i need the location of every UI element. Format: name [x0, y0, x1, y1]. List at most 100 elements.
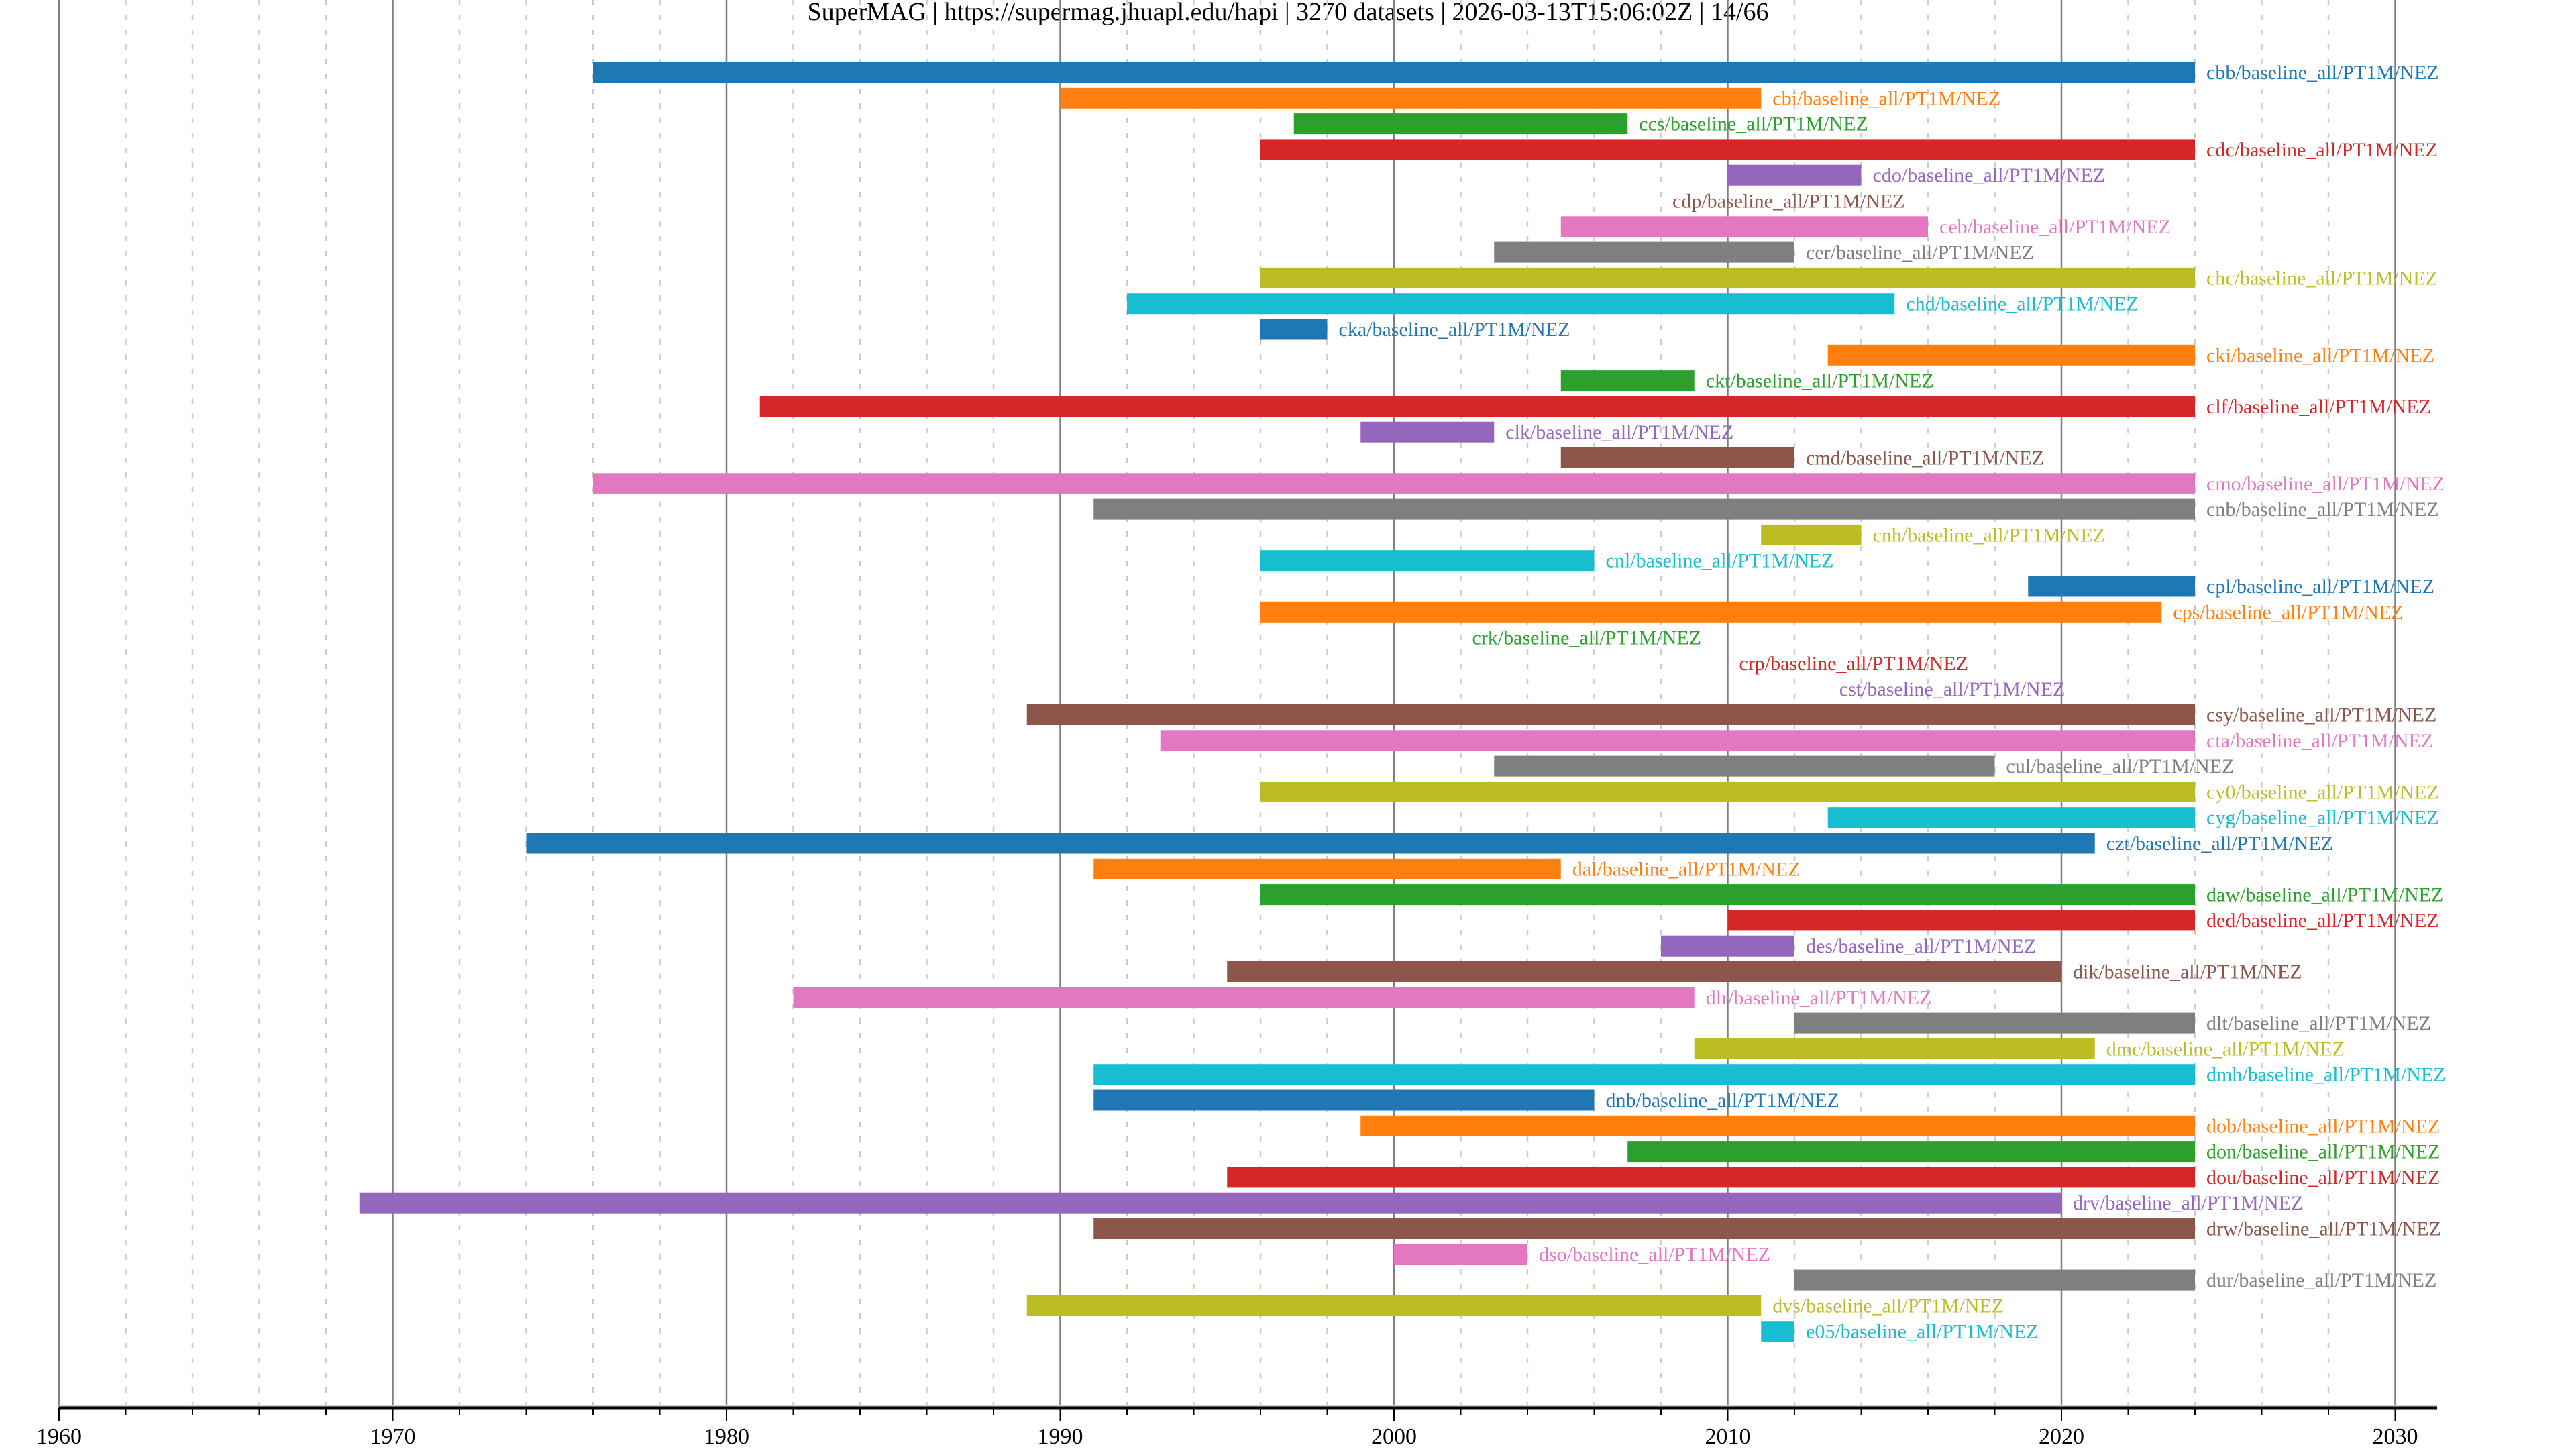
timeline-bar — [593, 473, 2195, 494]
timeline-bar — [1260, 139, 2195, 160]
bar-label: crk/baseline_all/PT1M/NEZ — [1472, 627, 1702, 649]
timeline-bar — [1394, 1244, 1527, 1265]
timeline-bar — [2028, 576, 2195, 597]
timeline-bar — [1260, 267, 2195, 288]
bar-label: des/baseline_all/PT1M/NEZ — [1806, 935, 2036, 957]
bar-label: cps/baseline_all/PT1M/NEZ — [2173, 601, 2403, 623]
axis-shadow — [59, 1405, 2437, 1407]
timeline-bar — [1494, 241, 1794, 263]
bar-label: ckt/baseline_all/PT1M/NEZ — [1706, 370, 1934, 392]
timeline-bar — [1093, 1218, 2195, 1239]
timeline-bar — [1093, 1064, 2195, 1085]
bar-label: cnb/baseline_all/PT1M/NEZ — [2206, 498, 2439, 521]
x-tick-label: 2010 — [1705, 1424, 1751, 1449]
bar-label: cbb/baseline_all/PT1M/NEZ — [2206, 62, 2439, 84]
timeline-bar — [1360, 1115, 2195, 1136]
timeline-bar — [1260, 781, 2195, 802]
bar-label: dnb/baseline_all/PT1M/NEZ — [1606, 1089, 1839, 1112]
timeline-bar — [1494, 755, 1995, 777]
bar-label: dvs/baseline_all/PT1M/NEZ — [1772, 1295, 2004, 1317]
bar-label: dal/baseline_all/PT1M/NEZ — [1572, 858, 1801, 880]
bar-label: dur/baseline_all/PT1M/NEZ — [2206, 1269, 2436, 1291]
timeline-bar — [1360, 421, 1495, 443]
timeline-bar — [1260, 550, 1595, 572]
timeline-bar — [1727, 164, 1862, 186]
timeline-bar — [1794, 1012, 2195, 1034]
x-tick-label: 1970 — [370, 1424, 416, 1449]
timeline-bar — [1794, 1269, 2195, 1291]
bar-label: don/baseline_all/PT1M/NEZ — [2206, 1141, 2440, 1163]
timeline-bar — [1694, 1038, 2095, 1059]
bar-label: drw/baseline_all/PT1M/NEZ — [2206, 1218, 2441, 1240]
timeline-bar — [793, 987, 1695, 1008]
timeline-bar — [1093, 498, 2195, 520]
timeline-bar — [1260, 601, 2162, 623]
timeline-bar — [1827, 344, 2195, 366]
timeline-bar — [1761, 524, 1862, 545]
bar-label: cdp/baseline_all/PT1M/NEZ — [1672, 191, 1905, 213]
timeline-bar — [1060, 87, 1762, 109]
x-tick-label: 2030 — [2373, 1424, 2418, 1449]
bar-label: cki/baseline_all/PT1M/NEZ — [2206, 344, 2434, 366]
timeline-bar — [526, 833, 2095, 854]
bar-label: cst/baseline_all/PT1M/NEZ — [1839, 678, 2065, 700]
bar-label: cul/baseline_all/PT1M/NEZ — [2006, 755, 2235, 777]
bar-label: dob/baseline_all/PT1M/NEZ — [2206, 1115, 2440, 1137]
bar-label: cyg/baseline_all/PT1M/NEZ — [2206, 807, 2439, 829]
bar-label: cmd/baseline_all/PT1M/NEZ — [1806, 447, 2044, 470]
bar-label: dso/baseline_all/PT1M/NEZ — [1539, 1244, 1770, 1266]
bar-label: crp/baseline_all/PT1M/NEZ — [1739, 653, 1969, 675]
bar-label: cdo/baseline_all/PT1M/NEZ — [1873, 164, 2106, 186]
bar-label: ded/baseline_all/PT1M/NEZ — [2206, 910, 2439, 932]
timeline-bar — [1093, 858, 1561, 879]
bar-label: dou/baseline_all/PT1M/NEZ — [2206, 1167, 2440, 1189]
bar-label: clk/baseline_all/PT1M/NEZ — [1505, 421, 1733, 443]
timeline-bar — [1661, 935, 1794, 957]
bar-label: cbi/baseline_all/PT1M/NEZ — [1772, 87, 2000, 109]
timeline-bar — [593, 62, 2195, 83]
x-tick-label: 1980 — [704, 1424, 749, 1449]
bar-label: cta/baseline_all/PT1M/NEZ — [2206, 730, 2433, 752]
x-tick-label: 1960 — [36, 1424, 82, 1449]
timeline-bar — [1227, 1167, 2195, 1188]
bar-label: chc/baseline_all/PT1M/NEZ — [2206, 267, 2438, 289]
timeline-bar — [1127, 293, 1895, 315]
bar-label: daw/baseline_all/PT1M/NEZ — [2206, 884, 2443, 906]
timeline-bar — [1560, 370, 1695, 392]
timeline-bar — [1160, 730, 2195, 751]
timeline-bar — [1093, 1089, 1595, 1111]
bar-label: cnl/baseline_all/PT1M/NEZ — [1606, 550, 1834, 572]
timeline-bar — [1560, 447, 1794, 468]
x-tick-label: 2020 — [2039, 1424, 2084, 1449]
bar-label: cka/baseline_all/PT1M/NEZ — [1339, 319, 1570, 341]
bar-label: ccs/baseline_all/PT1M/NEZ — [1639, 113, 1868, 136]
chart-title: SuperMAG | https://supermag.jhuapl.edu/h… — [807, 0, 1769, 26]
timeline-bar — [1293, 113, 1628, 135]
timeline-bar — [1627, 1141, 2195, 1163]
timeline-bar — [359, 1192, 2061, 1214]
bar-label: cy0/baseline_all/PT1M/NEZ — [2206, 781, 2439, 803]
bar-label: cdc/baseline_all/PT1M/NEZ — [2206, 139, 2438, 161]
timeline-bar — [1026, 704, 2195, 725]
bar-label: czt/baseline_all/PT1M/NEZ — [2106, 833, 2333, 855]
bar-label: csy/baseline_all/PT1M/NEZ — [2206, 704, 2436, 727]
bar-label: cpl/baseline_all/PT1M/NEZ — [2206, 576, 2434, 598]
bar-label: cer/baseline_all/PT1M/NEZ — [1806, 241, 2034, 264]
bar-label: dmc/baseline_all/PT1M/NEZ — [2106, 1038, 2345, 1060]
timeline-bar — [1260, 319, 1328, 340]
timeline-bar — [1026, 1295, 1762, 1316]
bar-label: ceb/baseline_all/PT1M/NEZ — [1939, 216, 2171, 238]
bar-label: clf/baseline_all/PT1M/NEZ — [2206, 396, 2431, 418]
timeline-bar — [1727, 910, 2195, 931]
x-tick-label: 1990 — [1038, 1424, 1083, 1449]
bar-label: chd/baseline_all/PT1M/NEZ — [1906, 293, 2139, 315]
timeline-bar — [1560, 216, 1928, 237]
bar-label: cnh/baseline_all/PT1M/NEZ — [1873, 524, 2106, 546]
timeline-bar — [1227, 961, 2061, 982]
bar-label: dlt/baseline_all/PT1M/NEZ — [2206, 1012, 2431, 1034]
x-tick-label: 2000 — [1371, 1424, 1417, 1449]
bar-label: drv/baseline_all/PT1M/NEZ — [2073, 1192, 2303, 1214]
bar-label: dmh/baseline_all/PT1M/NEZ — [2206, 1064, 2446, 1086]
timeline-bar — [1827, 807, 2195, 828]
